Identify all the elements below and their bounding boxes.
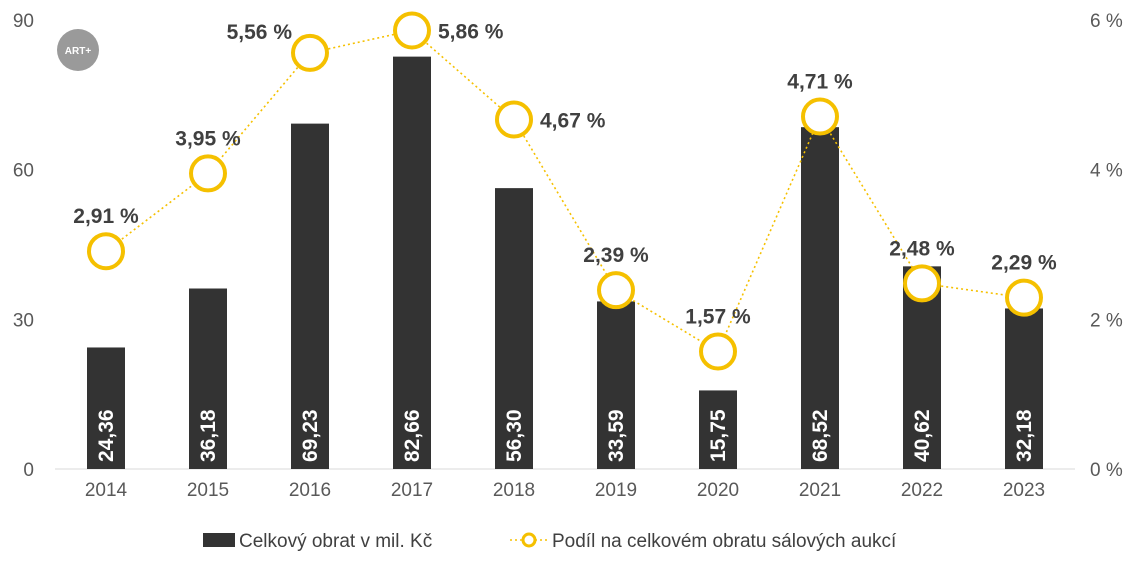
- left-tick-label: 90: [13, 11, 34, 32]
- bar-value-label: 24,36: [95, 409, 118, 462]
- share-line: [105, 29, 1025, 353]
- line-value-label: 2,48 %: [889, 237, 955, 260]
- x-tick-label: 2019: [595, 480, 637, 501]
- bar-value-label: 36,18: [197, 409, 220, 462]
- line-point: [495, 100, 533, 139]
- right-tick-label: 4 %: [1090, 161, 1123, 182]
- line-point: [87, 232, 125, 271]
- x-tick-label: 2020: [697, 480, 739, 501]
- x-tick-label: 2018: [493, 480, 535, 501]
- bar: [87, 347, 125, 469]
- bar-value-label: 69,23: [299, 409, 322, 462]
- left-axis: 0 30 60 90: [13, 11, 34, 481]
- line-value-label: 2,91 %: [73, 205, 139, 228]
- bar: [1005, 308, 1043, 469]
- line-value-label: 4,71 %: [787, 71, 853, 94]
- x-tick-label: 2016: [289, 480, 331, 501]
- bar: [393, 56, 431, 470]
- bar-value-label: 56,30: [503, 409, 526, 462]
- x-axis: 2014 2015 2016 2017 2018 2019 2020 2021 2022 2023: [85, 480, 1045, 501]
- line-value-label: 5,86 %: [438, 20, 504, 43]
- bar-value-label: 15,75: [707, 409, 730, 462]
- x-tick-label: 2014: [85, 480, 128, 501]
- x-tick-label: 2023: [1003, 480, 1045, 501]
- bar: [801, 127, 839, 470]
- right-axis: 0 % 2 % 4 % 6 %: [1090, 11, 1123, 481]
- line-point: [597, 271, 635, 310]
- x-tick-label: 2017: [391, 480, 433, 501]
- bar: [189, 288, 227, 469]
- right-tick-label: 6 %: [1090, 11, 1123, 32]
- legend-bar-swatch: [203, 533, 235, 547]
- right-tick-label: 0 %: [1090, 460, 1123, 481]
- line-value-label: 4,67 %: [540, 110, 606, 133]
- line-series: 2,91 % 3,95 % 5,56 % 5,86 % 4,67 % 2,39 % 1,57…: [73, 11, 1057, 371]
- bar-series: 24,36 36,18 69,23 82,66 56,30 33,59 15,75 68,52…: [87, 56, 1043, 470]
- line-value-label: 5,56 %: [227, 21, 293, 44]
- bar-value-label: 32,18: [1013, 409, 1036, 462]
- line-value-label: 1,57 %: [685, 306, 751, 329]
- logo-text: ART+: [65, 46, 92, 57]
- line-point: [699, 332, 737, 371]
- line-value-label: 2,39 %: [583, 244, 649, 267]
- legend-bar-label: Celkový obrat v mil. Kč: [239, 531, 432, 552]
- left-tick-label: 60: [13, 161, 34, 182]
- x-tick-label: 2022: [901, 480, 943, 501]
- x-tick-label: 2015: [187, 480, 229, 501]
- line-point: [1005, 278, 1043, 317]
- left-tick-label: 30: [13, 310, 34, 331]
- legend: Celkový obrat v mil. Kč Podíl na celkové…: [203, 531, 897, 552]
- bar: [597, 301, 635, 469]
- left-tick-label: 0: [23, 460, 34, 481]
- bar-value-label: 33,59: [605, 409, 628, 462]
- x-tick-label: 2021: [799, 480, 841, 501]
- bar: [699, 390, 737, 469]
- line-point: [903, 264, 941, 303]
- bar-value-label: 68,52: [809, 409, 832, 462]
- line-value-label: 3,95 %: [175, 127, 241, 150]
- bar: [291, 123, 329, 469]
- line-value-label: 2,29 %: [991, 252, 1057, 275]
- art-plus-logo: ART+: [57, 29, 99, 71]
- bar-value-label: 82,66: [401, 409, 424, 462]
- right-tick-label: 2 %: [1090, 310, 1123, 331]
- bar-value-label: 40,62: [911, 409, 934, 462]
- line-point: [291, 33, 329, 72]
- line-point: [393, 11, 431, 50]
- legend-line-marker: [521, 532, 537, 548]
- line-point: [189, 154, 227, 193]
- legend-line-label: Podíl na celkovém obratu sálových aukcí: [552, 531, 897, 552]
- bar: [495, 188, 533, 469]
- line-point: [801, 97, 839, 136]
